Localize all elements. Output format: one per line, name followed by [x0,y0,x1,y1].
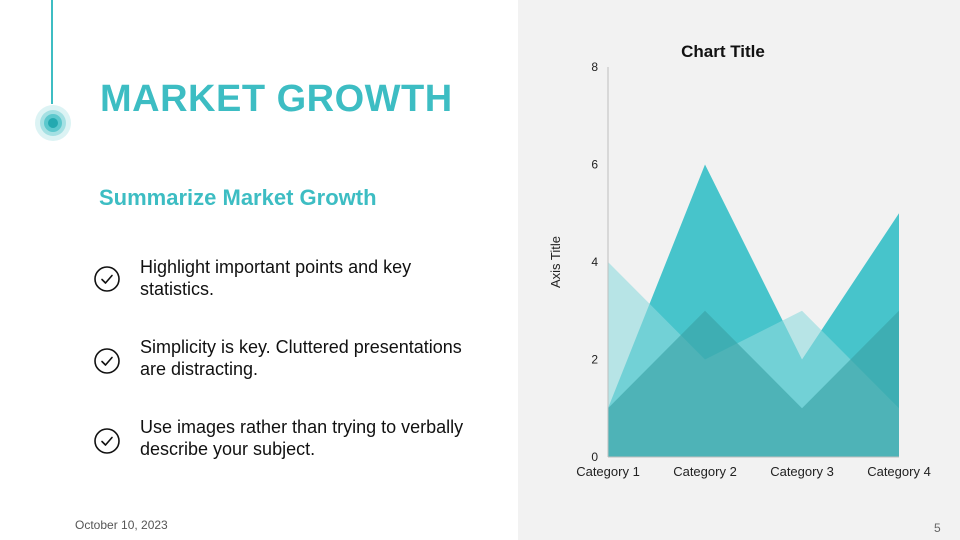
x-tick-label: Category 4 [867,464,931,479]
y-tick-labels: 0 2 4 6 8 [591,60,598,464]
x-tick-label: Category 3 [770,464,834,479]
area-series-3 [608,310,899,457]
x-tick-label: Category 2 [673,464,737,479]
slide-title: MARKET GROWTH [100,78,453,120]
footer-date: October 10, 2023 [75,518,168,532]
y-tick-label: 0 [591,450,598,464]
bullet-text: Simplicity is key. Cluttered presentatio… [140,337,462,379]
check-circle-icon [94,428,120,454]
slide-subtitle: Summarize Market Growth [99,185,377,210]
decorative-line [51,0,53,104]
chart-title: Chart Title [681,42,765,61]
y-tick-label: 4 [591,255,598,269]
y-tick-label: 6 [591,158,598,172]
bullet-text: Highlight important points and key stati… [140,257,412,299]
page-number: 5 [934,521,941,535]
check-circle-icon [94,266,120,292]
y-tick-label: 2 [591,353,598,367]
bullet-text: Use images rather than trying to verball… [140,417,464,459]
y-axis-title: Axis Title [548,236,563,288]
content-panel: MARKET GROWTH Summarize Market Growth Hi… [35,0,464,532]
x-tick-labels: Category 1 Category 2 Category 3 Category 4 [576,464,931,479]
x-tick-label: Category 1 [576,464,640,479]
target-icon [35,105,71,141]
chart-areas [608,164,899,457]
check-circle-icon [94,348,120,374]
y-tick-label: 8 [591,60,598,74]
